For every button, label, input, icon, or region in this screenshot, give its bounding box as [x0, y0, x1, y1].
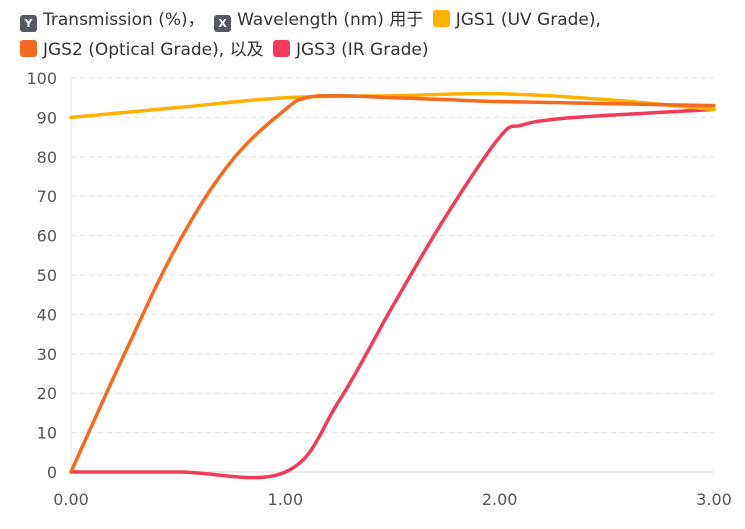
y-tick-label: 10: [37, 424, 57, 443]
y-tick-label: 90: [37, 108, 57, 127]
x-tick-label: 1.00: [268, 490, 304, 509]
legend-swatch-jgs1: [432, 10, 450, 27]
y-tick-label: 40: [37, 305, 57, 324]
legend-for-word: 用于: [389, 10, 424, 30]
y-axis-label: Transmission (%): [43, 10, 188, 30]
y-tick-label: 100: [26, 69, 57, 88]
x-key-icon: X: [214, 15, 232, 32]
legend-swatch-jgs2: [20, 40, 37, 57]
y-tick-label: 0: [47, 463, 57, 482]
legend: Y Transmission (%)， X Wavelength (nm) 用于 J…: [20, 6, 740, 66]
legend-row-1: Y Transmission (%)， X Wavelength (nm) 用于 J…: [20, 6, 740, 36]
y-tick-labels: 0 10 20 30 40 50 60 70 80 90 100: [26, 69, 57, 482]
legend-x-axis: X Wavelength (nm) 用于: [214, 6, 423, 35]
legend-and-word: 以及: [229, 40, 264, 60]
y-tick-label: 70: [37, 187, 57, 206]
series-line-jgs2: [69, 93, 716, 474]
legend-label-jgs2: JGS2 (Optical Grade),: [43, 40, 225, 60]
y-tick-label: 50: [37, 266, 57, 285]
x-tick-label: 3.00: [696, 490, 732, 509]
y-tick-label: 20: [37, 384, 57, 403]
axes: [70, 78, 714, 473]
legend-label-jgs3: JGS3 (IR Grade): [295, 40, 429, 60]
legend-entry-jgs3[interactable]: JGS3 (IR Grade): [272, 36, 429, 65]
legend-entry-jgs2[interactable]: JGS2 (Optical Grade), 以及: [20, 36, 264, 65]
y-tick-label: 80: [37, 148, 57, 167]
legend-separator: ，: [187, 10, 205, 30]
series-lines: [69, 91, 716, 480]
legend-swatch-jgs3: [272, 40, 290, 57]
x-tick-label: 2.00: [482, 490, 518, 509]
y-key-icon: Y: [20, 15, 37, 32]
grid-lines: [71, 77, 714, 434]
legend-entry-jgs1[interactable]: JGS1 (UV Grade),: [432, 6, 601, 35]
legend-y-axis: Y Transmission (%)，: [20, 6, 205, 35]
x-tick-label: 0.00: [53, 490, 89, 509]
series-line-jgs1: [69, 91, 716, 120]
x-tick-labels: 0.00 1.00 2.00 3.00: [53, 490, 732, 509]
y-tick-label: 30: [37, 345, 57, 364]
x-axis-label: Wavelength (nm): [237, 10, 384, 30]
y-tick-label: 60: [37, 227, 57, 246]
legend-label-jgs1: JGS1 (UV Grade),: [455, 10, 601, 30]
series-line-jgs3: [69, 107, 716, 480]
legend-row-2: JGS2 (Optical Grade), 以及 JGS3 (IR Grade): [20, 36, 740, 66]
